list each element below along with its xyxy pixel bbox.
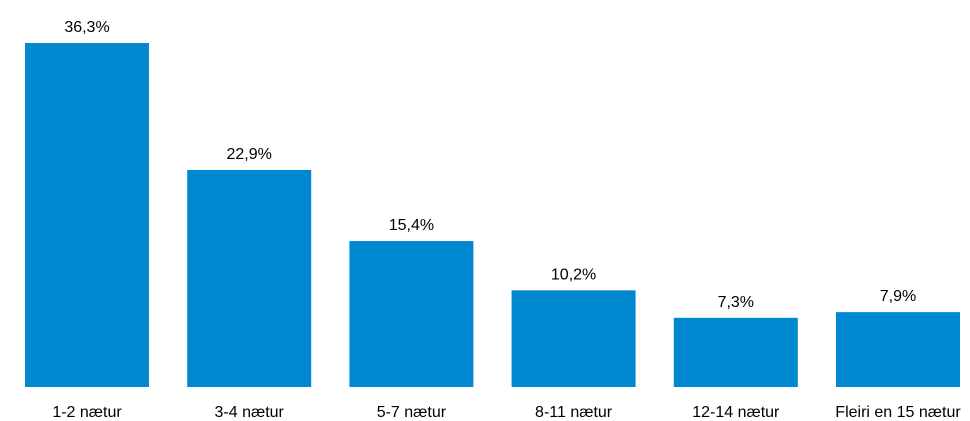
bars-layer [25,43,960,387]
value-label-6: 7,9% [880,288,916,305]
bar-2 [187,169,312,387]
value-labels-layer: 36,3% 22,9% 15,4% 10,2% 7,3% 7,9% [64,19,916,311]
category-label-6: Fleiri en 15 nætur [835,404,961,421]
value-label-2: 22,9% [227,146,272,163]
category-label-5: 12-14 nætur [692,404,780,421]
bar-4 [511,290,636,387]
bar-5 [673,317,798,387]
category-label-3: 5-7 nætur [377,404,447,421]
bar-1 [25,43,149,387]
bar-3 [349,241,474,387]
value-label-4: 10,2% [551,266,596,283]
category-label-1: 1-2 nætur [52,404,122,421]
category-label-2: 3-4 nætur [215,404,285,421]
value-label-3: 15,4% [389,217,434,234]
value-label-5: 7,3% [718,294,754,311]
category-labels-layer: 1-2 nætur 3-4 nætur 5-7 nætur 8-11 nætur 12-… [52,404,961,421]
bar-6 [836,312,960,387]
value-label-1: 36,3% [64,19,109,36]
category-label-4: 8-11 nætur [535,404,613,421]
